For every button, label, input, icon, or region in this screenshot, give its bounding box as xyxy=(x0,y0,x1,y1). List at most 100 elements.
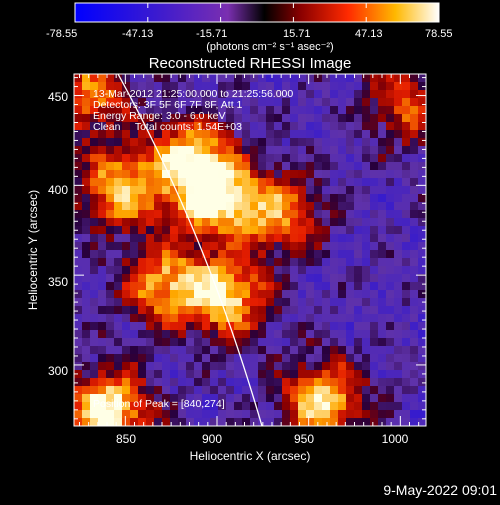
heatmap-cell xyxy=(226,274,235,283)
heatmap-cell xyxy=(226,378,235,387)
heatmap-cell xyxy=(90,194,99,203)
heatmap-cell xyxy=(122,370,131,379)
heatmap-cell xyxy=(146,154,155,163)
heatmap-cell xyxy=(346,122,355,131)
heatmap-cell xyxy=(346,346,355,355)
heatmap-cell xyxy=(290,346,299,355)
heatmap-cell xyxy=(314,282,323,291)
heatmap-cell xyxy=(330,290,339,299)
heatmap-cell xyxy=(234,402,243,411)
heatmap-cell xyxy=(250,178,259,187)
heatmap-cell xyxy=(106,266,115,275)
heatmap-cell xyxy=(242,154,251,163)
heatmap-cell xyxy=(186,74,195,83)
heatmap-cell xyxy=(322,330,331,339)
heatmap-cell xyxy=(370,74,379,83)
heatmap-cell xyxy=(74,74,83,83)
heatmap-cell xyxy=(290,210,299,219)
heatmap-cell xyxy=(402,378,411,387)
heatmap-cell xyxy=(274,202,283,211)
heatmap-cell xyxy=(202,226,211,235)
y-tick-label: 400 xyxy=(48,183,68,197)
heatmap-cell xyxy=(362,322,371,331)
heatmap-cell xyxy=(338,122,347,131)
heatmap-cell xyxy=(298,162,307,171)
heatmap-cell xyxy=(330,138,339,147)
heatmap-cell xyxy=(218,170,227,179)
heatmap-cell xyxy=(154,202,163,211)
heatmap-cell xyxy=(266,170,275,179)
heatmap-cell xyxy=(274,226,283,235)
heatmap-cell xyxy=(346,282,355,291)
heatmap-cell xyxy=(178,362,187,371)
heatmap-cell xyxy=(418,266,427,275)
heatmap-cell xyxy=(218,418,227,427)
heatmap-cell xyxy=(282,234,291,243)
heatmap-cell xyxy=(306,162,315,171)
heatmap-cell xyxy=(210,354,219,363)
heatmap-cell xyxy=(410,138,419,147)
heatmap-cell xyxy=(74,194,83,203)
heatmap-cell xyxy=(314,386,323,395)
heatmap-cell xyxy=(346,194,355,203)
heatmap-cell xyxy=(226,394,235,403)
heatmap-cell xyxy=(386,346,395,355)
heatmap-cell xyxy=(410,162,419,171)
heatmap-cell xyxy=(242,210,251,219)
heatmap-cell xyxy=(218,234,227,243)
heatmap-cell xyxy=(306,402,315,411)
heatmap-cell xyxy=(402,370,411,379)
heatmap-cell xyxy=(282,194,291,203)
heatmap-cell xyxy=(266,218,275,227)
heatmap-cell xyxy=(234,410,243,419)
heatmap-cell xyxy=(370,146,379,155)
heatmap-cell xyxy=(162,338,171,347)
heatmap-cell xyxy=(330,418,339,427)
heatmap-cell xyxy=(178,74,187,83)
heatmap-cell xyxy=(258,122,267,131)
heatmap-cell xyxy=(370,274,379,283)
heatmap-cell xyxy=(186,298,195,307)
heatmap-cell xyxy=(394,418,403,427)
heatmap-cell xyxy=(410,146,419,155)
heatmap-cell xyxy=(82,250,91,259)
heatmap-cell xyxy=(314,338,323,347)
heatmap-cell xyxy=(418,74,427,83)
heatmap-cell xyxy=(282,178,291,187)
heatmap-cell xyxy=(242,114,251,123)
heatmap-cell xyxy=(274,138,283,147)
heatmap-cell xyxy=(146,194,155,203)
heatmap-cell xyxy=(290,418,299,427)
heatmap-cell xyxy=(162,186,171,195)
heatmap-cell xyxy=(314,138,323,147)
heatmap-cell xyxy=(138,146,147,155)
heatmap-cell xyxy=(154,346,163,355)
heatmap-cell xyxy=(354,314,363,323)
heatmap-cell xyxy=(250,194,259,203)
heatmap-cell xyxy=(410,202,419,211)
heatmap-cell xyxy=(370,402,379,411)
heatmap-cell xyxy=(386,234,395,243)
heatmap-cell xyxy=(322,226,331,235)
heatmap-cell xyxy=(378,234,387,243)
heatmap-cell xyxy=(130,162,139,171)
heatmap-cell xyxy=(338,258,347,267)
heatmap-cell xyxy=(98,146,107,155)
heatmap-cell xyxy=(114,314,123,323)
heatmap-cell xyxy=(114,250,123,259)
heatmap-cell xyxy=(82,170,91,179)
heatmap-cell xyxy=(242,394,251,403)
heatmap-cell xyxy=(290,114,299,123)
heatmap-cell xyxy=(194,138,203,147)
heatmap-cell xyxy=(130,330,139,339)
heatmap-cell xyxy=(290,170,299,179)
heatmap-cell xyxy=(202,210,211,219)
heatmap-cell xyxy=(274,282,283,291)
heatmap-cell xyxy=(162,322,171,331)
heatmap-cell xyxy=(258,322,267,331)
heatmap-cell xyxy=(234,378,243,387)
heatmap-cell xyxy=(218,250,227,259)
heatmap-cell xyxy=(194,146,203,155)
heatmap-cell xyxy=(210,210,219,219)
heatmap-cell xyxy=(378,138,387,147)
